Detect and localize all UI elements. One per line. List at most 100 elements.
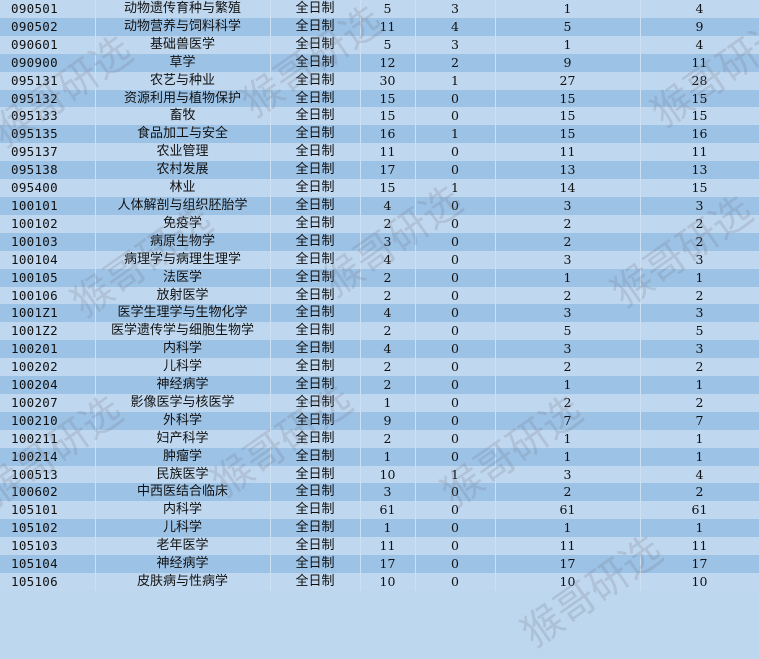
value-col-5: 0 [415, 250, 496, 269]
value-col-7: 2 [640, 358, 759, 377]
major-code: 100214 [0, 447, 96, 466]
value-col-7: 2 [640, 214, 759, 233]
value-col-5: 0 [415, 107, 496, 126]
table-row: 095137 农业管理 全日制 11 0 11 11 [0, 143, 759, 162]
value-col-5: 0 [415, 411, 496, 430]
value-col-4: 61 [360, 501, 416, 520]
table-row: 095138 农村发展 全日制 17 0 13 13 [0, 161, 759, 180]
value-col-7: 15 [640, 107, 759, 126]
table-row: 1001Z2 医学遗传学与细胞生物学 全日制 2 0 5 5 [0, 322, 759, 341]
study-mode: 全日制 [270, 125, 361, 144]
table-row: 095400 林业 全日制 15 1 14 15 [0, 179, 759, 197]
value-col-4: 1 [360, 393, 416, 412]
value-col-7: 2 [640, 286, 759, 305]
value-col-4: 11 [360, 17, 416, 36]
major-code: 105104 [0, 555, 96, 573]
study-mode: 全日制 [270, 304, 361, 323]
study-mode: 全日制 [270, 519, 361, 538]
value-col-5: 0 [415, 483, 496, 502]
major-code: 090601 [0, 35, 96, 54]
table-row: 100214 肿瘤学 全日制 1 0 1 1 [0, 447, 759, 466]
value-col-6: 3 [495, 304, 641, 323]
value-col-5: 3 [415, 35, 496, 54]
study-mode: 全日制 [270, 393, 361, 412]
value-col-4: 5 [360, 35, 416, 54]
value-col-6: 3 [495, 196, 641, 215]
value-col-7: 9 [640, 17, 759, 36]
study-mode: 全日制 [270, 501, 361, 520]
value-col-6: 2 [495, 286, 641, 305]
table-row: 095135 食品加工与安全 全日制 16 1 15 16 [0, 125, 759, 144]
table-row: 090900 草学 全日制 12 2 9 11 [0, 53, 759, 72]
value-col-4: 3 [360, 483, 416, 502]
major-name: 儿科学 [95, 358, 271, 377]
major-name: 外科学 [95, 411, 271, 430]
value-col-7: 2 [640, 393, 759, 412]
major-code: 100201 [0, 340, 96, 359]
value-col-5: 0 [415, 214, 496, 233]
major-name: 中西医结合临床 [95, 483, 271, 502]
value-col-4: 17 [360, 161, 416, 180]
major-name: 农艺与种业 [95, 71, 271, 90]
value-col-7: 28 [640, 71, 759, 90]
table-row: 105103 老年医学 全日制 11 0 11 11 [0, 537, 759, 556]
value-col-7: 5 [640, 322, 759, 341]
value-col-7: 4 [640, 465, 759, 484]
value-col-7: 17 [640, 555, 759, 573]
value-col-4: 10 [360, 465, 416, 484]
study-mode: 全日制 [270, 17, 361, 36]
value-col-5: 1 [415, 71, 496, 90]
major-name: 老年医学 [95, 537, 271, 556]
major-code: 105101 [0, 501, 96, 520]
value-col-5: 0 [415, 519, 496, 538]
value-col-4: 4 [360, 250, 416, 269]
study-mode: 全日制 [270, 143, 361, 162]
value-col-7: 3 [640, 304, 759, 323]
major-name: 内科学 [95, 340, 271, 359]
value-col-6: 15 [495, 107, 641, 126]
major-code: 100102 [0, 214, 96, 233]
value-col-4: 4 [360, 304, 416, 323]
value-col-5: 0 [415, 501, 496, 520]
value-col-6: 14 [495, 179, 641, 197]
value-col-7: 7 [640, 411, 759, 430]
value-col-5: 0 [415, 573, 496, 591]
major-code: 100202 [0, 358, 96, 377]
major-name: 法医学 [95, 268, 271, 287]
major-name: 医学生理学与生物化学 [95, 304, 271, 323]
major-code: 100103 [0, 232, 96, 251]
value-col-6: 2 [495, 483, 641, 502]
value-col-7: 61 [640, 501, 759, 520]
major-name: 动物遗传育种与繁殖 [95, 0, 271, 18]
value-col-6: 3 [495, 465, 641, 484]
value-col-4: 4 [360, 196, 416, 215]
value-col-6: 17 [495, 555, 641, 573]
value-col-7: 1 [640, 447, 759, 466]
study-mode: 全日制 [270, 447, 361, 466]
value-col-5: 0 [415, 537, 496, 556]
value-col-4: 15 [360, 89, 416, 108]
table-row: 105106 皮肤病与性病学 全日制 10 0 10 10 [0, 573, 759, 591]
value-col-6: 61 [495, 501, 641, 520]
study-mode: 全日制 [270, 71, 361, 90]
value-col-6: 11 [495, 143, 641, 162]
study-mode: 全日制 [270, 53, 361, 72]
value-col-4: 16 [360, 125, 416, 144]
table-row: 100602 中西医结合临床 全日制 3 0 2 2 [0, 483, 759, 502]
major-code: 095135 [0, 125, 96, 144]
major-name: 免疫学 [95, 214, 271, 233]
value-col-6: 7 [495, 411, 641, 430]
value-col-5: 0 [415, 376, 496, 394]
value-col-4: 11 [360, 537, 416, 556]
study-mode: 全日制 [270, 35, 361, 54]
major-name: 儿科学 [95, 519, 271, 538]
value-col-6: 1 [495, 376, 641, 394]
value-col-4: 15 [360, 107, 416, 126]
major-code: 100204 [0, 376, 96, 394]
value-col-5: 1 [415, 179, 496, 197]
value-col-6: 5 [495, 17, 641, 36]
admissions-table: 090501 动物遗传育种与繁殖 全日制 5 3 1 4 090502 动物营养与饲料科学 全日制… [0, 0, 759, 591]
value-col-5: 0 [415, 232, 496, 251]
table-row: 100202 儿科学 全日制 2 0 2 2 [0, 358, 759, 377]
value-col-6: 11 [495, 537, 641, 556]
